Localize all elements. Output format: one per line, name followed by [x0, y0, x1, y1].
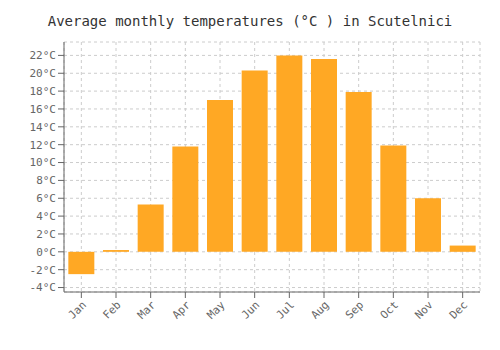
svg-text:14°C: 14°C: [30, 121, 57, 134]
svg-text:16°C: 16°C: [30, 103, 57, 116]
svg-text:Dec: Dec: [447, 298, 470, 321]
svg-text:0°C: 0°C: [36, 246, 56, 259]
svg-text:Jul: Jul: [274, 298, 297, 321]
svg-text:Aug: Aug: [308, 298, 331, 321]
svg-text:4°C: 4°C: [36, 210, 56, 223]
svg-text:Sep: Sep: [343, 298, 366, 321]
svg-text:-4°C: -4°C: [30, 281, 57, 294]
svg-text:6°C: 6°C: [36, 192, 56, 205]
svg-text:18°C: 18°C: [30, 85, 57, 98]
svg-text:20°C: 20°C: [30, 67, 57, 80]
svg-text:Mar: Mar: [135, 298, 159, 322]
svg-text:Apr: Apr: [170, 298, 194, 322]
svg-text:10°C: 10°C: [30, 156, 57, 169]
html-text:Average monthly temperatures (: Average monthly temperatures (°C ) in Sc…: [47, 13, 453, 29]
svg-text:Jan: Jan: [66, 298, 89, 321]
svg-text:Feb: Feb: [100, 298, 123, 321]
svg-text:Nov: Nov: [412, 298, 436, 322]
svg-text:2°C: 2°C: [36, 228, 56, 241]
svg-text:12°C: 12°C: [30, 139, 57, 152]
svg-text:Oct: Oct: [378, 298, 401, 321]
svg-text:22°C: 22°C: [30, 49, 57, 62]
svg-text:-2°C: -2°C: [30, 264, 57, 277]
svg-text:8°C: 8°C: [36, 174, 56, 187]
svg-text:May: May: [204, 298, 228, 322]
svg-text:Jun: Jun: [239, 298, 262, 321]
